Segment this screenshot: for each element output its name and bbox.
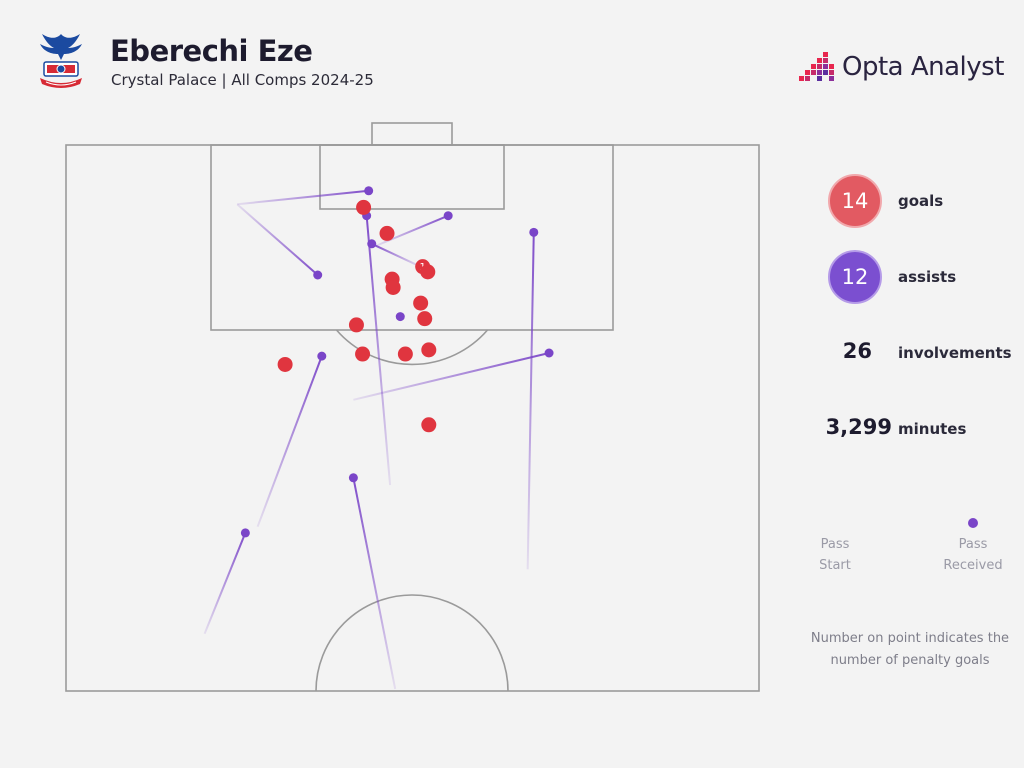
assists-label: assists bbox=[898, 268, 957, 286]
penalty-area bbox=[210, 144, 614, 331]
assist-pass-line bbox=[375, 214, 449, 247]
centre-circle bbox=[315, 594, 509, 692]
goal-shot-point bbox=[379, 225, 395, 241]
goal-shot-point bbox=[413, 295, 429, 311]
assist-received-point bbox=[240, 528, 250, 538]
assist-received-point bbox=[348, 473, 358, 483]
player-subtitle: Crystal Palace | All Comps 2024-25 bbox=[111, 71, 374, 89]
assist-pass-line bbox=[526, 232, 535, 570]
assist-layer bbox=[203, 186, 554, 690]
assist-pass-line bbox=[352, 477, 397, 690]
goal bbox=[371, 122, 453, 146]
goal-layer: 1 bbox=[277, 199, 437, 433]
involvements-value: 26 bbox=[842, 339, 872, 363]
goal-shot-point bbox=[417, 311, 433, 327]
assist-received-point bbox=[395, 312, 405, 322]
goal-shot-point bbox=[277, 356, 293, 372]
assist-received-point bbox=[443, 211, 453, 221]
pitch-lines bbox=[65, 122, 760, 692]
pass-legend: Pass Start Pass Received bbox=[819, 510, 1003, 580]
assist-received-point bbox=[313, 270, 323, 280]
assist-pass-line bbox=[256, 355, 323, 528]
penalty-arc bbox=[335, 329, 489, 366]
goal-shot-point bbox=[397, 346, 413, 362]
goals-label: goals bbox=[898, 192, 944, 210]
goals-count-badge: 14 bbox=[828, 174, 882, 228]
crystal-palace-crest-icon bbox=[40, 34, 82, 88]
minutes-label: minutes bbox=[898, 420, 967, 438]
goal-shot-point bbox=[348, 317, 364, 333]
assist-pass-line bbox=[236, 203, 319, 276]
assist-received-point bbox=[544, 348, 554, 358]
assist-pass-line bbox=[365, 215, 392, 486]
goal-shot-point bbox=[355, 346, 371, 362]
assist-pass-line bbox=[371, 242, 422, 268]
assist-received-point bbox=[364, 186, 374, 196]
player-name: Eberechi Eze bbox=[110, 34, 313, 68]
assist-pass-line bbox=[203, 532, 247, 635]
assists-count-badge: 12 bbox=[828, 250, 882, 304]
involvements-label: involvements bbox=[898, 344, 1012, 362]
brand-name: Opta Analyst bbox=[842, 52, 1004, 82]
assist-received-point bbox=[529, 227, 539, 237]
opta-logo-icon bbox=[799, 52, 834, 81]
goal-shot-point bbox=[420, 264, 436, 280]
penalty-note: Number on point indicates the number of … bbox=[810, 631, 1010, 668]
legend-end-label: Pass Received bbox=[943, 537, 1003, 573]
assist-received-point bbox=[317, 351, 327, 361]
assist-pass-line bbox=[353, 352, 550, 401]
legend-pass-received-dot bbox=[968, 518, 978, 528]
goal-shot-point bbox=[385, 279, 401, 295]
six-yard-box bbox=[319, 144, 505, 210]
goal-shot-point bbox=[421, 342, 437, 358]
legend-start-label: Pass Start bbox=[819, 537, 851, 573]
goal-shot-point bbox=[421, 417, 437, 433]
minutes-value: 3,299 bbox=[825, 415, 892, 439]
goal-shot-point bbox=[356, 199, 372, 215]
pitch-outline bbox=[65, 144, 760, 692]
assist-pass-line bbox=[237, 189, 369, 206]
